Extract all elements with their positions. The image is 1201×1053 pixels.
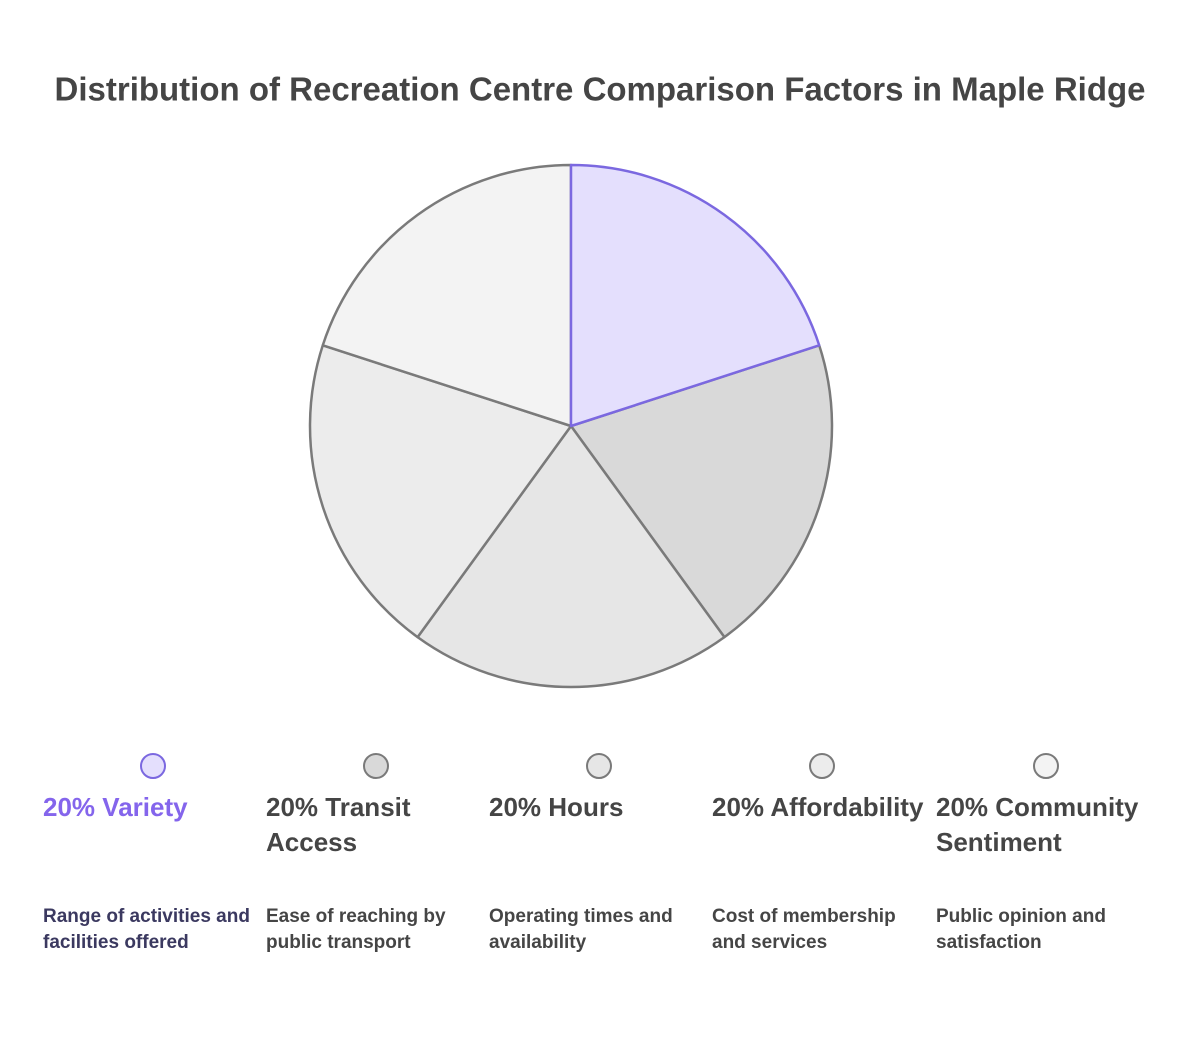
legend-description: Public opinion and satisfaction [936, 906, 1106, 953]
legend-label: 20% Affordability [712, 790, 932, 825]
legend-description: Cost of membership and services [712, 906, 896, 953]
legend-marker [140, 753, 166, 779]
pie-slice [308, 344, 573, 639]
legend-value: 20% [712, 792, 765, 822]
legend-description: Operating times and availability [489, 906, 673, 953]
pie-slice [569, 344, 834, 639]
legend-description: Range of activities and facilities offer… [43, 906, 250, 953]
legend-category: Affordability [770, 792, 924, 822]
legend-value: 20% [266, 792, 319, 822]
legend-label: 20% Hours [489, 790, 709, 825]
legend-category: Transit Access [266, 792, 411, 857]
legend-marker [363, 753, 389, 779]
legend-value: 20% [936, 792, 989, 822]
legend-category: Hours [548, 792, 624, 822]
legend-label: 20% Transit Access [266, 790, 486, 860]
chart-title: Distribution of Recreation Centre Compar… [55, 71, 1146, 108]
legend-category: Community Sentiment [936, 792, 1139, 857]
legend-value: 20% [43, 792, 96, 822]
legend-label: 20% Community Sentiment [936, 790, 1156, 860]
pie-slice [321, 163, 573, 428]
legend-description: Ease of reaching by public transport [266, 906, 446, 953]
pie-slice [569, 163, 821, 428]
legend-category: Variety [102, 792, 188, 822]
legend-value: 20% [489, 792, 542, 822]
pie-slice [416, 424, 726, 689]
legend-marker [809, 753, 835, 779]
legend-marker [586, 753, 612, 779]
legend-label: 20% Variety [43, 790, 263, 825]
legend-marker [1033, 753, 1059, 779]
